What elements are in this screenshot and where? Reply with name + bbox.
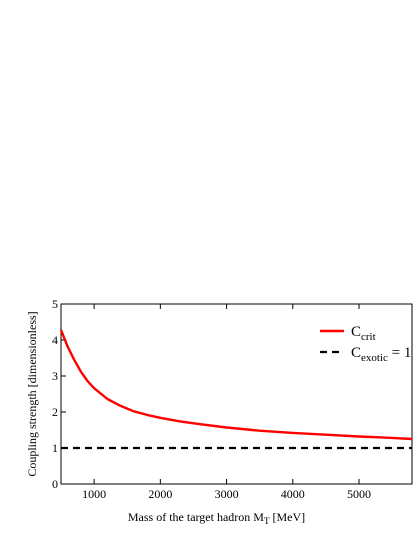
y-tick-label: 2 [52,405,58,419]
legend: Ccrit Cexotic = 1 [320,324,411,364]
series-layer [59,329,413,450]
x-tick-label: 3000 [215,487,239,501]
y-axis-label: Coupling strength [dimensionless] [25,311,39,476]
x-axis-label: Mass of the target hadron MT [MeV] [128,510,305,526]
y-tick-label: 4 [52,333,58,347]
plot-border [60,303,413,485]
x-tick-label: 4000 [281,487,305,501]
x-axis-label-suffix: [MeV] [269,510,305,524]
y-tick-label: 5 [52,297,58,311]
x-tick-label: 2000 [148,487,172,501]
x-tick-label: 5000 [347,487,371,501]
series-line-crit [59,329,413,441]
x-tick-label: 1000 [82,487,106,501]
x-axis-label-subscript: T [264,516,270,526]
plot-frame [60,303,413,485]
y-tick-label: 1 [52,441,58,455]
x-axis-ticks: 1000 2000 3000 4000 5000 [82,304,371,501]
x-axis-label-main: Mass of the target hadron M [128,510,264,524]
y-axis-ticks: 0 1 2 3 4 5 [52,297,66,491]
legend-label-exotic: Cexotic = 1 [351,345,411,364]
legend-label-crit: Ccrit [351,324,376,343]
y-tick-label: 0 [52,477,58,491]
y-tick-label: 3 [52,369,58,383]
